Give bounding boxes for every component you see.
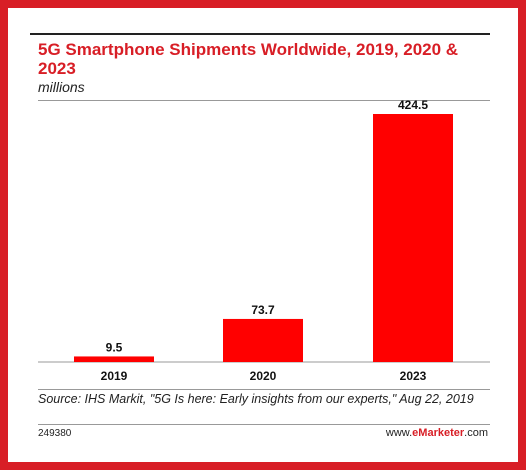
- category-label-2019: 2019: [101, 369, 128, 383]
- brand-suffix: .com: [464, 427, 488, 439]
- brand-prefix: www.: [385, 427, 413, 439]
- chart-subtitle: millions: [38, 79, 85, 95]
- footer-rule: [38, 424, 490, 425]
- subtitle-rule: [38, 100, 490, 101]
- source-rule: [38, 389, 490, 390]
- category-label-2020: 2020: [250, 369, 277, 383]
- value-label-2020: 73.7: [251, 303, 275, 317]
- bar-2023: [373, 114, 453, 362]
- chart-id: 249380: [38, 428, 72, 439]
- brand-name: eMarketer: [412, 427, 465, 439]
- category-label-2023: 2023: [400, 369, 427, 383]
- brand-link[interactable]: www.eMarketer.com: [386, 427, 488, 439]
- chart-title: 5G Smartphone Shipments Worldwide, 2019,…: [38, 40, 459, 78]
- value-label-2023: 424.5: [398, 98, 428, 112]
- top-rule: [30, 33, 490, 35]
- value-label-2019: 9.5: [106, 340, 123, 354]
- source-note: Source: IHS Markit, "5G Is here: Early i…: [38, 392, 474, 406]
- bar-2020: [223, 318, 303, 362]
- bar-2019: [74, 356, 154, 362]
